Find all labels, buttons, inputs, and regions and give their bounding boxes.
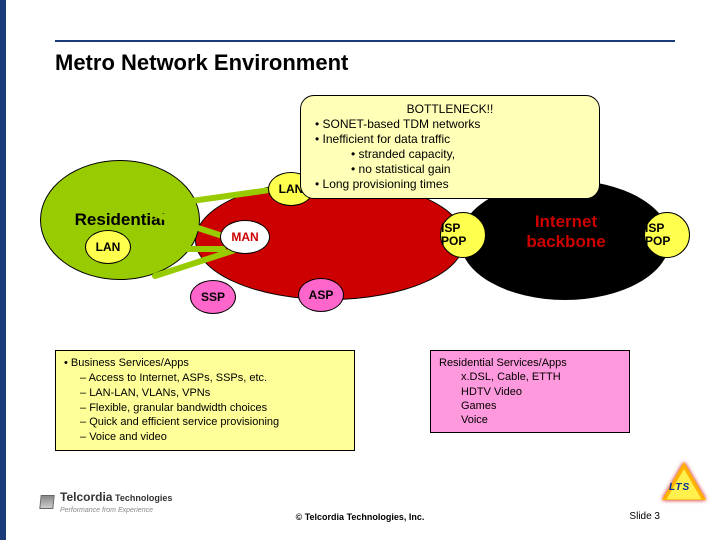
left-blue-bar [0, 0, 6, 540]
connector-line [126, 246, 226, 252]
biz-title: • Business Services/Apps [64, 356, 346, 371]
internet-backbone-label: Internet backbone [496, 212, 636, 252]
res-title: Residential Services/Apps [439, 356, 621, 370]
isp-pop-node: ISP POP [440, 212, 486, 258]
ssp-node: SSP [190, 280, 236, 314]
res-item: HDTV Video [439, 385, 621, 399]
slide-number: Slide 3 [629, 511, 660, 522]
asp-node: ASP [298, 278, 344, 312]
logo-tagline: Performance from Experience [60, 507, 153, 514]
slide-title: Metro Network Environment [55, 50, 348, 76]
bottleneck-item: • Long provisioning times [311, 177, 589, 192]
bottleneck-item: • no statistical gain [311, 162, 589, 177]
bottleneck-item: • Inefficient for data traffic [311, 132, 589, 147]
bottleneck-list: • SONET-based TDM networks • Inefficient… [311, 117, 589, 192]
biz-item: Access to Internet, ASPs, SSPs, etc. [64, 371, 346, 386]
lts-badge: LTS [662, 462, 706, 502]
man-node: MAN [220, 220, 270, 254]
logo-text-bottom: Technologies [115, 493, 172, 503]
bottleneck-item: • stranded capacity, [311, 147, 589, 162]
res-item: Games [439, 399, 621, 413]
bottleneck-callout: BOTTLENECK!! • SONET-based TDM networks … [300, 95, 600, 199]
slide: Metro Network Environment BOTTLENECK!! •… [0, 0, 720, 540]
bottleneck-item: • SONET-based TDM networks [311, 117, 589, 132]
biz-item: LAN-LAN, VLANs, VPNs [64, 386, 346, 401]
business-services-box: • Business Services/Apps Access to Inter… [55, 350, 355, 451]
logo-text-top: Telcordia [60, 490, 112, 504]
biz-item: Voice and video [64, 430, 346, 445]
res-item: Voice [439, 413, 621, 427]
res-item: x.DSL, Cable, ETTH [439, 370, 621, 384]
copyright: © Telcordia Technologies, Inc. [296, 512, 425, 522]
footer: Telcordia Technologies Performance from … [0, 492, 720, 532]
lts-text: LTS [669, 482, 690, 493]
biz-item: Flexible, granular bandwidth choices [64, 401, 346, 416]
biz-item: Quick and efficient service provisioning [64, 415, 346, 430]
telcordia-logo: Telcordia Technologies Performance from … [40, 490, 172, 514]
title-rule [55, 40, 675, 42]
isp-pop-node: ISP POP [644, 212, 690, 258]
bottleneck-heading: BOTTLENECK!! [311, 102, 589, 117]
logo-icon [39, 495, 54, 509]
lan-node: LAN [85, 230, 131, 264]
residential-services-box: Residential Services/Apps x.DSL, Cable, … [430, 350, 630, 433]
